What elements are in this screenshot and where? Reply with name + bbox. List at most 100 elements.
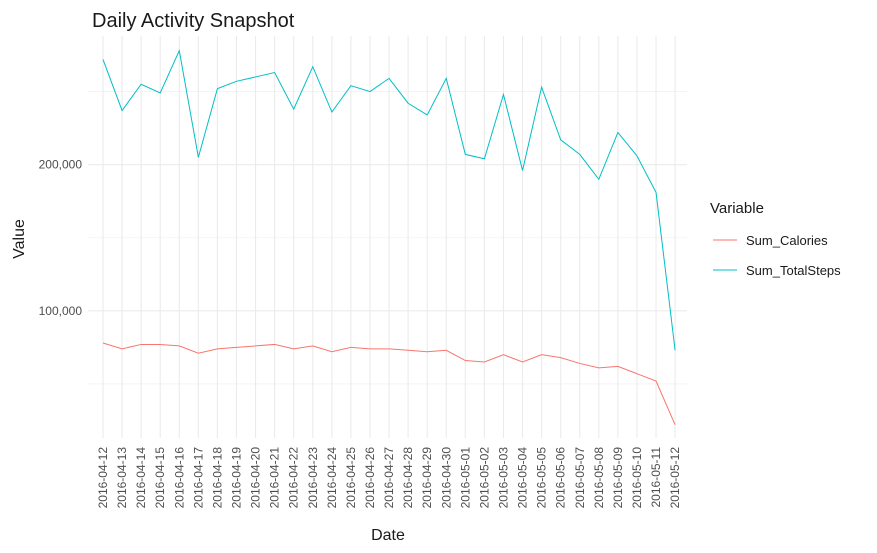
data-point-sum-calories: [293, 348, 295, 350]
y-axis-title: Value: [11, 219, 28, 259]
data-point-sum-totalsteps: [159, 92, 161, 94]
data-point-sum-totalsteps: [540, 86, 542, 88]
data-point-sum-totalsteps: [178, 49, 180, 51]
data-point-sum-calories: [197, 352, 199, 354]
data-point-sum-totalsteps: [369, 90, 371, 92]
y-tick-label: 200,000: [39, 158, 83, 172]
data-point-sum-calories: [178, 345, 180, 347]
data-point-sum-calories: [388, 348, 390, 350]
data-point-sum-totalsteps: [216, 87, 218, 89]
x-tick-label: 2016-04-23: [306, 447, 320, 509]
x-tick-label: 2016-04-26: [363, 447, 377, 509]
x-tick-label: 2016-05-09: [611, 447, 625, 509]
data-point-sum-calories: [159, 343, 161, 345]
x-tick-label: 2016-05-11: [649, 447, 663, 508]
data-point-sum-totalsteps: [102, 58, 104, 60]
x-tick-label: 2016-04-25: [344, 447, 358, 509]
x-tick-label: 2016-04-15: [153, 447, 167, 509]
data-point-sum-totalsteps: [312, 65, 314, 67]
data-point-sum-totalsteps: [350, 85, 352, 87]
data-point-sum-calories: [102, 342, 104, 344]
data-point-sum-totalsteps: [140, 83, 142, 85]
data-point-sum-totalsteps: [388, 77, 390, 79]
data-point-sum-totalsteps: [579, 153, 581, 155]
legend-label: Sum_TotalSteps: [746, 263, 841, 278]
legend-title: Variable: [710, 200, 764, 217]
data-point-sum-totalsteps: [617, 131, 619, 133]
data-point-sum-totalsteps: [445, 77, 447, 79]
x-tick-label: 2016-04-21: [268, 447, 282, 509]
data-point-sum-calories: [312, 345, 314, 347]
data-point-sum-totalsteps: [636, 155, 638, 157]
data-point-sum-calories: [273, 343, 275, 345]
chart-title: Daily Activity Snapshot: [92, 10, 295, 32]
data-point-sum-calories: [254, 345, 256, 347]
data-point-sum-totalsteps: [293, 108, 295, 110]
data-point-sum-calories: [674, 424, 676, 426]
x-tick-label: 2016-04-12: [96, 447, 110, 509]
x-tick-label: 2016-04-19: [229, 447, 243, 509]
data-point-sum-totalsteps: [674, 349, 676, 351]
legend: Variable Sum_Calories Sum_TotalSteps: [710, 200, 841, 278]
data-point-sum-calories: [369, 348, 371, 350]
data-point-sum-calories: [579, 362, 581, 364]
x-tick-label: 2016-04-13: [115, 447, 129, 509]
data-point-sum-totalsteps: [331, 111, 333, 113]
x-tick-label: 2016-04-29: [420, 447, 434, 509]
data-point-sum-calories: [464, 359, 466, 361]
data-point-sum-totalsteps: [521, 169, 523, 171]
x-tick-label: 2016-04-14: [134, 447, 148, 509]
data-point-sum-calories: [216, 348, 218, 350]
data-point-sum-totalsteps: [273, 71, 275, 73]
data-point-sum-totalsteps: [483, 158, 485, 160]
x-tick-label: 2016-05-03: [496, 447, 510, 509]
data-point-sum-calories: [559, 356, 561, 358]
data-point-sum-totalsteps: [197, 156, 199, 158]
x-tick-label: 2016-04-22: [287, 447, 301, 509]
x-tick-label: 2016-05-12: [668, 447, 682, 509]
x-tick-label: 2016-05-10: [630, 447, 644, 509]
y-tick-label: 100,000: [39, 304, 83, 318]
data-point-sum-calories: [331, 351, 333, 353]
data-point-sum-totalsteps: [235, 80, 237, 82]
x-tick-label: 2016-04-27: [382, 447, 396, 509]
data-point-sum-calories: [121, 348, 123, 350]
data-point-sum-calories: [617, 365, 619, 367]
x-tick-label: 2016-05-05: [535, 447, 549, 509]
x-tick-label: 2016-04-16: [172, 447, 186, 509]
data-point-sum-calories: [140, 343, 142, 345]
series-line-sum-calories: [102, 342, 676, 426]
x-tick-label: 2016-04-17: [191, 447, 205, 509]
data-point-sum-calories: [655, 380, 657, 382]
data-point-sum-calories: [502, 353, 504, 355]
x-tick-label: 2016-04-20: [249, 447, 263, 509]
plot-panel: 100,000 200,000 2016-04-12 2016-04-13 2016-0…: [39, 36, 687, 508]
x-axis-title: Date: [371, 527, 405, 544]
data-point-sum-totalsteps: [655, 191, 657, 193]
data-point-sum-calories: [350, 346, 352, 348]
x-tick-label: 2016-04-28: [401, 447, 415, 509]
data-point-sum-totalsteps: [121, 109, 123, 111]
x-tick-label: 2016-05-07: [573, 447, 587, 509]
legend-label: Sum_Calories: [746, 233, 828, 248]
x-tick-label: 2016-05-01: [458, 447, 472, 509]
data-point-sum-calories: [598, 367, 600, 369]
x-tick-label: 2016-05-06: [554, 447, 568, 509]
x-tick-label: 2016-04-24: [325, 447, 339, 509]
data-point-sum-totalsteps: [559, 139, 561, 141]
data-point-sum-totalsteps: [407, 102, 409, 104]
data-point-sum-totalsteps: [464, 153, 466, 155]
x-tick-label: 2016-04-18: [210, 447, 224, 509]
data-point-sum-calories: [540, 353, 542, 355]
data-point-sum-calories: [235, 346, 237, 348]
data-point-sum-totalsteps: [426, 114, 428, 116]
data-point-sum-totalsteps: [598, 178, 600, 180]
x-tick-label: 2016-04-30: [439, 447, 453, 509]
data-point-sum-calories: [407, 349, 409, 351]
data-point-sum-calories: [426, 351, 428, 353]
x-tick-label: 2016-05-04: [516, 447, 530, 509]
data-point-sum-totalsteps: [254, 76, 256, 78]
x-tick-label: 2016-05-02: [477, 447, 491, 509]
data-point-sum-calories: [521, 361, 523, 363]
